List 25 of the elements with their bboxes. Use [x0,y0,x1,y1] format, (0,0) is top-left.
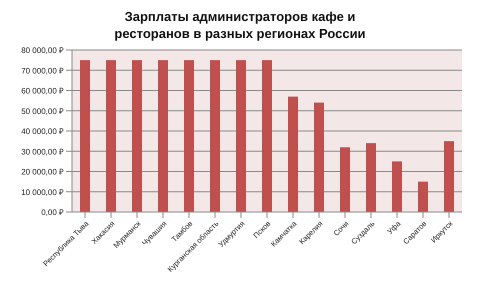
y-tick-label: 20 000,00 ₽ [21,168,64,176]
bar [80,60,90,212]
bar [210,60,220,212]
bar [236,60,246,212]
bar [288,96,298,212]
bar [444,141,454,212]
bar [314,102,324,212]
y-tick-label: 10 000,00 ₽ [21,188,64,197]
y-tick-label: 60 000,00 ₽ [21,86,64,96]
bar [132,60,142,212]
chart-title: Зарплаты администраторов кафе и ресторанов в разных регионах России [113,8,367,42]
bar [106,60,116,212]
bar [158,60,168,212]
y-tick-label: 80 000,00 ₽ [21,46,64,55]
y-tick-label: 70 000,00 ₽ [21,66,64,76]
bar [418,182,428,212]
bar [366,143,376,212]
y-tick-label: 50 000,00 ₽ [21,106,64,116]
y-tick-label: 40 000,00 ₽ [21,127,64,136]
y-tick-label: 0,00 ₽ [41,208,64,217]
bar [392,161,402,212]
bar [184,60,194,212]
bar [262,60,272,212]
bar [340,147,350,212]
y-tick-label: 30 000,00 ₽ [21,147,64,156]
